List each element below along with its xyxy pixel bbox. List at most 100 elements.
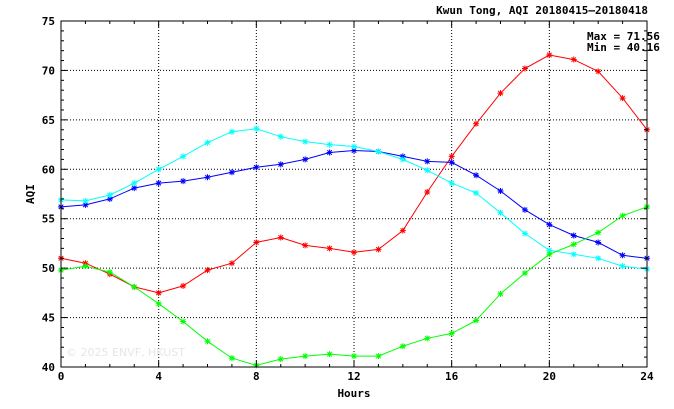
data-point [619,95,626,102]
grid-lines [61,21,647,367]
data-point [448,180,455,187]
data-point [326,351,333,358]
data-point [570,251,577,258]
x-tick-label: 20 [543,370,556,383]
data-point [351,353,357,360]
data-point [424,167,431,174]
data-point [546,247,553,254]
y-tick-label: 50 [42,262,55,275]
data-point [326,149,333,156]
series-1 [58,52,650,296]
data-point [180,153,187,160]
x-tick-label: 4 [155,370,162,383]
data-point [619,263,626,270]
data-point [497,209,504,216]
data-point [399,343,406,350]
data-point [155,300,162,307]
data-point [595,239,602,246]
data-point [497,90,504,97]
max-annotation: Max = 71.56 [587,30,660,43]
y-tick-label: 60 [42,163,55,176]
data-point [180,318,187,325]
data-point [302,242,309,249]
data-point [473,172,480,179]
data-point [253,239,260,246]
data-point [595,229,602,236]
data-point [277,234,284,241]
series-3 [58,125,650,273]
min-annotation: Min = 40.16 [587,41,660,54]
data-point [473,317,480,324]
data-point [497,188,504,195]
axis-ticks: 0 4 8 12 16 20 24 40 45 50 55 60 65 70 75 [42,15,654,383]
y-tick-label: 65 [42,114,55,127]
x-tick-label: 24 [640,370,654,383]
data-point [106,269,113,276]
data-point [204,338,211,345]
data-point [82,263,89,270]
data-point [277,133,284,140]
data-point [204,267,211,274]
data-point [570,241,577,248]
watermark: © 2025 ENVF, HKUST [66,346,185,359]
data-point [228,128,235,135]
data-point [570,232,577,239]
data-point [546,251,553,258]
data-point [180,178,187,185]
data-point [228,260,235,267]
data-point [448,153,455,160]
data-point [546,52,553,59]
data-point [326,245,333,252]
data-point [326,141,333,148]
data-point [375,246,382,253]
data-point [277,356,284,363]
data-point [302,138,309,145]
data-point [351,143,357,150]
data-point [546,221,553,228]
data-point [448,159,455,166]
data-point [375,148,382,155]
y-tick-label: 55 [42,213,55,226]
data-point [106,191,113,198]
x-tick-label: 0 [58,370,65,383]
data-point [131,180,138,187]
data-point [619,212,626,219]
data-point [351,249,357,256]
data-point [570,56,577,63]
data-point [204,139,211,146]
data-point [424,335,431,342]
data-point [180,282,187,289]
data-point [399,156,406,163]
data-point [595,68,602,75]
data-point [131,185,138,192]
data-point [473,190,480,197]
data-point [155,180,162,187]
chart-title: Kwun Tong, AQI 20180415–20180418 [436,4,648,17]
y-tick-label: 45 [42,312,55,325]
x-tick-label: 8 [253,370,260,383]
data-point [521,65,528,72]
y-tick-label: 40 [42,361,55,374]
data-point [155,166,162,173]
y-axis-title: AQI [24,184,37,204]
data-point [155,289,162,296]
data-point [82,197,89,204]
y-tick-label: 75 [42,15,55,28]
x-tick-label: 16 [445,370,459,383]
data-point [228,169,235,176]
data-point [595,255,602,262]
x-axis-title: Hours [337,387,370,400]
data-point [521,270,528,277]
data-point [424,158,431,165]
data-point [375,353,382,360]
data-point [106,195,113,202]
data-point [424,189,431,196]
data-point [302,156,309,163]
data-point [82,201,89,208]
y-tick-label: 70 [42,64,55,77]
data-point [619,252,626,259]
data-point [473,120,480,127]
data-point [277,161,284,168]
data-point [497,290,504,297]
